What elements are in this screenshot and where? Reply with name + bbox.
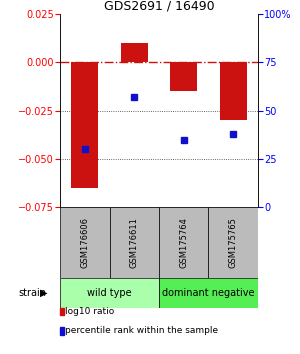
Text: GSM176611: GSM176611 — [130, 217, 139, 268]
Text: log10 ratio: log10 ratio — [65, 307, 115, 316]
Bar — [71, 62, 98, 188]
Bar — [60, 207, 110, 278]
Text: ▶: ▶ — [40, 288, 47, 298]
Text: wild type: wild type — [87, 288, 132, 298]
Title: GDS2691 / 16490: GDS2691 / 16490 — [104, 0, 214, 13]
Text: percentile rank within the sample: percentile rank within the sample — [65, 326, 218, 336]
Text: dominant negative: dominant negative — [162, 288, 255, 298]
Text: strain: strain — [18, 288, 46, 298]
Text: GSM176606: GSM176606 — [80, 217, 89, 268]
Bar — [170, 62, 197, 91]
Bar — [60, 278, 159, 308]
Bar — [110, 207, 159, 278]
Bar — [121, 43, 148, 62]
Text: GSM175765: GSM175765 — [229, 217, 238, 268]
Text: GSM175764: GSM175764 — [179, 217, 188, 268]
Bar — [220, 62, 247, 120]
Bar — [208, 207, 258, 278]
Bar — [159, 278, 258, 308]
Bar — [159, 207, 208, 278]
